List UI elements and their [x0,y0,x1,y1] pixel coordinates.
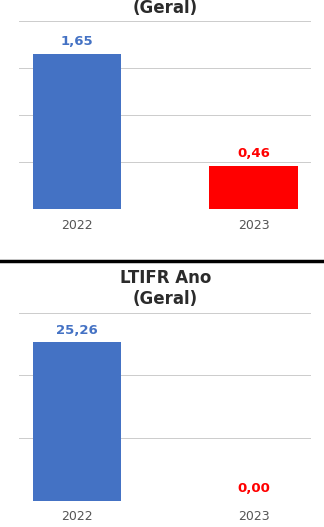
Bar [209,166,298,209]
Title: TRIFR Ano
(Geral): TRIFR Ano (Geral) [117,0,214,17]
Text: 25,26: 25,26 [56,324,98,337]
Text: 1,65: 1,65 [61,35,93,48]
Bar [33,54,121,209]
Bar [33,343,121,501]
Text: 0,46: 0,46 [237,147,270,160]
Title: LTIFR Ano
(Geral): LTIFR Ano (Geral) [120,269,211,308]
Text: 0,00: 0,00 [237,482,270,495]
